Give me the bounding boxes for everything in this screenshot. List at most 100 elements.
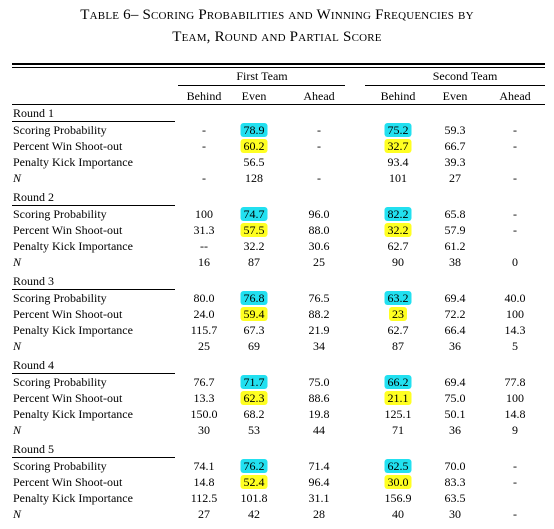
cell-value: 57.9	[444, 223, 466, 237]
cell-value: 50.1	[444, 407, 466, 421]
cell-value: 66.7	[444, 139, 466, 153]
cell: -	[513, 475, 517, 489]
round-label: Round 3	[13, 274, 55, 288]
cell-value: -	[513, 475, 517, 489]
cell-value: 40	[392, 507, 404, 521]
cell-value: 69.4	[444, 291, 466, 305]
cell: 62.7	[388, 323, 409, 337]
round-label: Round 1	[13, 106, 55, 120]
cell-value: 156.9	[384, 491, 412, 505]
cell: 76.8	[240, 291, 268, 305]
cell-value: 76.8	[240, 291, 268, 305]
row-label: Percent Win Shoot-out	[13, 139, 123, 153]
cell-value: 90	[392, 255, 404, 269]
cell-value: 100	[195, 207, 213, 221]
cell: 88.2	[309, 307, 330, 321]
cell-value: 36	[449, 423, 461, 437]
cell-value: 80.0	[193, 291, 215, 305]
cell-value: 21.9	[308, 323, 330, 337]
cell: -	[202, 123, 206, 137]
cell: 69.4	[445, 375, 466, 389]
cell: 40.0	[505, 291, 526, 305]
cell-value: -	[513, 123, 517, 137]
cell-value: 76.2	[240, 459, 268, 473]
row-label: Penalty Kick Importance	[13, 407, 133, 421]
cell-value: 59.3	[444, 123, 466, 137]
cell-value: 5	[512, 339, 518, 353]
cell: 25	[198, 339, 210, 353]
cell-value: 69	[248, 339, 260, 353]
cell: 63.2	[384, 291, 412, 305]
cell: 44	[313, 423, 325, 437]
cell: 59.3	[445, 123, 466, 137]
cell-value: 52.4	[240, 475, 268, 489]
cell: 76.7	[194, 375, 215, 389]
cell: 14.8	[505, 407, 526, 421]
cell-value: 87	[248, 255, 260, 269]
row-label: N	[13, 255, 22, 269]
cell: 71	[392, 423, 404, 437]
cell-value: 53	[248, 423, 260, 437]
cell-value: 70.0	[444, 459, 466, 473]
cell: 65.8	[445, 207, 466, 221]
cell: 87	[392, 339, 404, 353]
cell-value: 100	[506, 391, 524, 405]
cell: 39.3	[445, 155, 466, 169]
cell-value: 31.3	[193, 223, 215, 237]
cell: 9	[512, 423, 518, 437]
cell-value: 65.8	[444, 207, 466, 221]
cell: 27	[449, 171, 461, 185]
cell: 25	[313, 255, 325, 269]
cell-value: 150.0	[190, 407, 218, 421]
cell: 59.4	[240, 307, 268, 321]
cell: 50.1	[445, 407, 466, 421]
cell: 71.7	[240, 375, 268, 389]
row-label: Scoring Probability	[13, 291, 107, 305]
cell: 112.5	[191, 491, 218, 505]
cell-value: --	[200, 239, 208, 253]
cell-value: -	[317, 123, 321, 137]
cell: -	[513, 459, 517, 473]
cell-value: 30.0	[384, 475, 412, 489]
cell: 32.2	[244, 239, 265, 253]
cell-value: 75.0	[308, 375, 330, 389]
cell: -	[513, 123, 517, 137]
cell-value: 88.2	[308, 307, 330, 321]
cell: 74.7	[240, 207, 268, 221]
cell: 88.0	[309, 223, 330, 237]
cell-value: 32.7	[384, 139, 412, 153]
cell: 56.5	[244, 155, 265, 169]
rule	[12, 121, 175, 122]
cell-value: 78.9	[240, 123, 268, 137]
cell: 115.7	[191, 323, 218, 337]
cell-value: 76.5	[308, 291, 330, 305]
cell: 76.2	[240, 459, 268, 473]
cell-value: 32.2	[243, 239, 265, 253]
cell-value: -	[513, 459, 517, 473]
cell: 76.5	[309, 291, 330, 305]
cell-value: 44	[313, 423, 325, 437]
cell-value: 128	[245, 171, 263, 185]
cell-value: 88.0	[308, 223, 330, 237]
row-label: Penalty Kick Importance	[13, 323, 133, 337]
cell-value: 21.1	[384, 391, 412, 405]
row-label: N	[13, 507, 22, 521]
cell-value: -	[317, 139, 321, 153]
cell: -	[317, 171, 321, 185]
cell: 42	[248, 507, 260, 521]
cell: 75.0	[309, 375, 330, 389]
cell-value: 9	[512, 423, 518, 437]
cell-value: 61.2	[444, 239, 466, 253]
cell-value: 36	[449, 339, 461, 353]
cell: 31.3	[194, 223, 215, 237]
title-line: Team, Round and Partial Score	[172, 29, 382, 45]
cell-value: -	[513, 507, 517, 521]
cell: -	[513, 207, 517, 221]
cell: 69.4	[445, 291, 466, 305]
cell-value: 62.5	[384, 459, 412, 473]
title-line: Table 6– Scoring Probabilities and Winni…	[80, 7, 474, 23]
cell: 32.2	[384, 223, 412, 237]
cell: 61.2	[445, 239, 466, 253]
cell: 31.1	[309, 491, 330, 505]
row-label: Scoring Probability	[13, 207, 107, 221]
